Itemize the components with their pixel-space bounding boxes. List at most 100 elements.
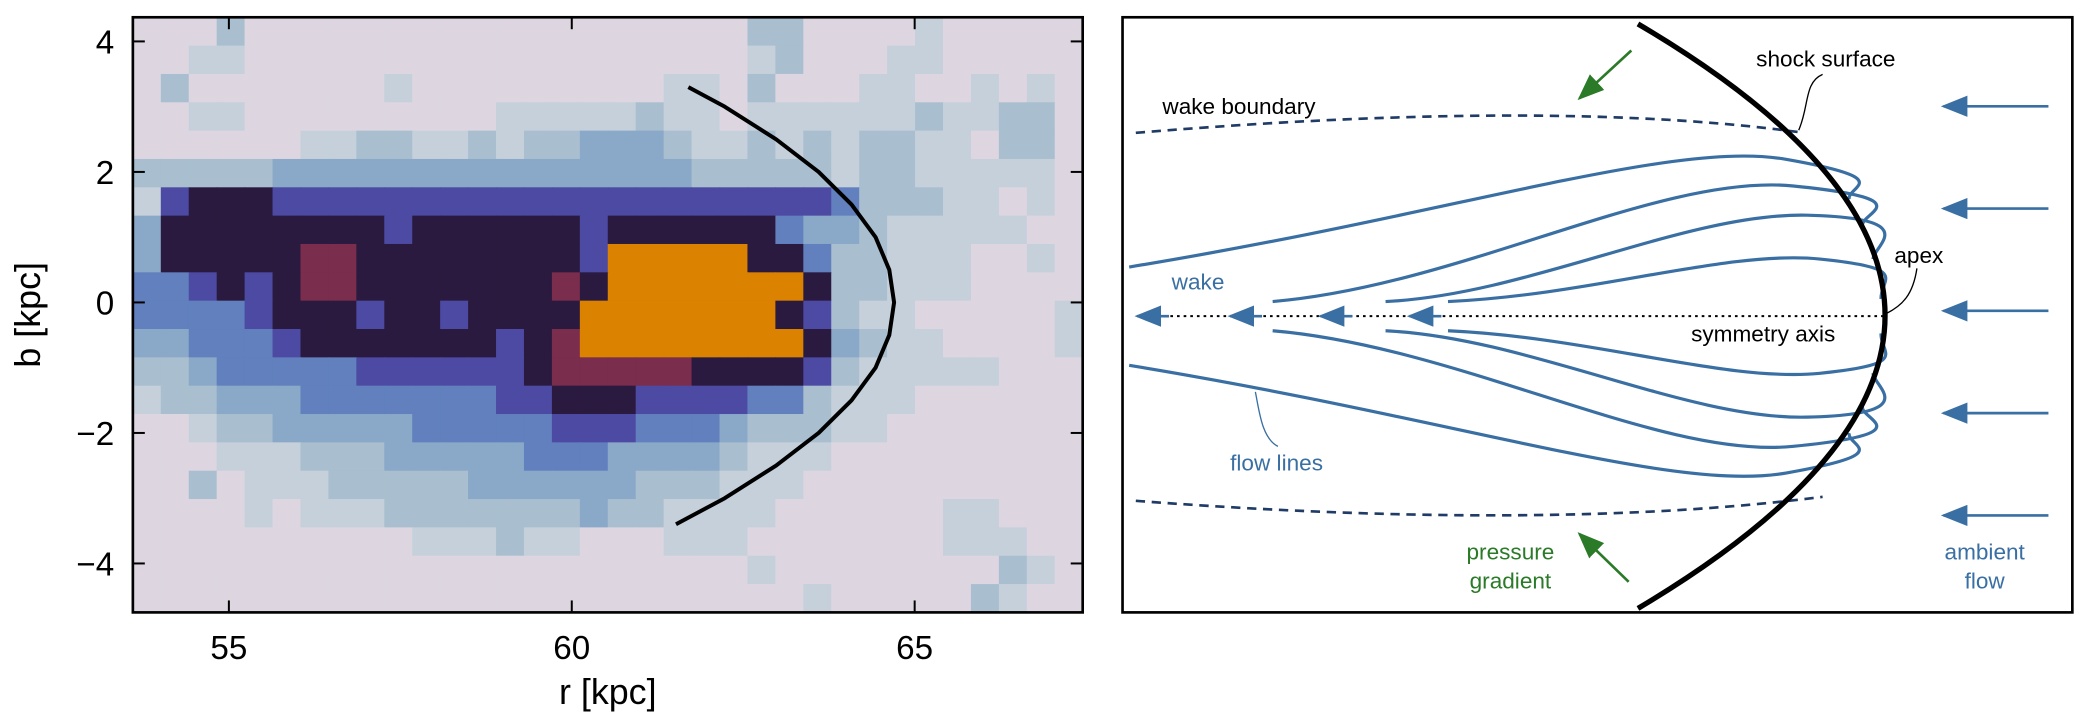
cell (468, 357, 497, 387)
cell (216, 385, 246, 415)
cell (915, 300, 944, 330)
cell (970, 555, 1000, 585)
cell (1026, 385, 1056, 415)
cell (188, 17, 218, 47)
cell (1054, 102, 1084, 132)
cell (216, 499, 246, 529)
cell (691, 470, 721, 500)
cell (998, 45, 1028, 75)
cell (887, 187, 916, 217)
cell (691, 187, 721, 217)
cell (496, 499, 525, 529)
cell (132, 555, 162, 585)
cell (663, 385, 693, 415)
cell (831, 300, 860, 330)
cell (300, 329, 330, 359)
x-tick-label: 55 (210, 630, 247, 667)
label: ambient (1945, 539, 2026, 564)
cell (523, 385, 553, 415)
cell (887, 243, 916, 274)
cell (635, 187, 665, 217)
cell (551, 357, 581, 387)
label: flow (1965, 568, 2006, 593)
cell (635, 215, 665, 245)
cell (859, 385, 888, 415)
cell (244, 17, 274, 47)
cell (915, 17, 944, 47)
cell (747, 414, 777, 444)
cell (803, 470, 833, 500)
cell (831, 442, 860, 472)
cell (719, 385, 749, 415)
cell (943, 527, 972, 557)
cell (719, 73, 749, 104)
cell (887, 414, 916, 444)
cell (160, 102, 190, 132)
cell (496, 45, 525, 75)
cell (915, 357, 944, 387)
cell (523, 584, 553, 614)
cell (244, 130, 274, 160)
cell (356, 527, 386, 557)
cell (1054, 187, 1084, 217)
cell (412, 102, 441, 132)
cell (803, 130, 833, 160)
cell (496, 158, 525, 189)
cell (607, 73, 637, 104)
cell (1054, 527, 1084, 557)
cell (970, 130, 1000, 160)
cell (859, 158, 888, 189)
cell (943, 215, 972, 245)
cell (216, 272, 246, 302)
cell (970, 527, 1000, 557)
cell (300, 102, 330, 132)
cell (551, 187, 581, 217)
cell (663, 45, 693, 75)
cell (551, 414, 581, 444)
cell (244, 243, 274, 274)
cell (747, 329, 777, 359)
cell (607, 272, 637, 302)
cell (747, 584, 777, 614)
cell (523, 215, 553, 245)
cell (272, 499, 302, 529)
cell (412, 243, 441, 274)
cell (356, 414, 386, 444)
cell (579, 187, 609, 217)
cell (496, 357, 525, 387)
cell (915, 527, 944, 557)
cell (831, 130, 860, 160)
flow-lines (1128, 154, 1888, 478)
cell (132, 329, 162, 359)
cell (356, 130, 386, 160)
cell (328, 385, 358, 415)
x-tick-label: 60 (553, 630, 590, 667)
y-tick-label: 2 (96, 155, 114, 192)
cell (635, 442, 665, 472)
cell (915, 130, 944, 160)
cell (859, 300, 888, 330)
cell (1054, 414, 1084, 444)
cell (831, 102, 860, 132)
cell (216, 73, 246, 104)
cell (328, 414, 358, 444)
cell (440, 329, 469, 359)
cell (551, 73, 581, 104)
cell (1054, 442, 1084, 472)
cell (188, 272, 218, 302)
cell (272, 300, 302, 330)
cell (719, 45, 749, 75)
cell (970, 414, 1000, 444)
cell (440, 527, 469, 557)
cell (216, 527, 246, 557)
cell (943, 45, 972, 75)
cell (356, 470, 386, 500)
cell (496, 414, 525, 444)
cell (1026, 73, 1056, 104)
cell (272, 584, 302, 614)
cell (272, 442, 302, 472)
cell (943, 385, 972, 415)
cell (160, 555, 190, 585)
cell (663, 584, 693, 614)
cell (272, 329, 302, 359)
